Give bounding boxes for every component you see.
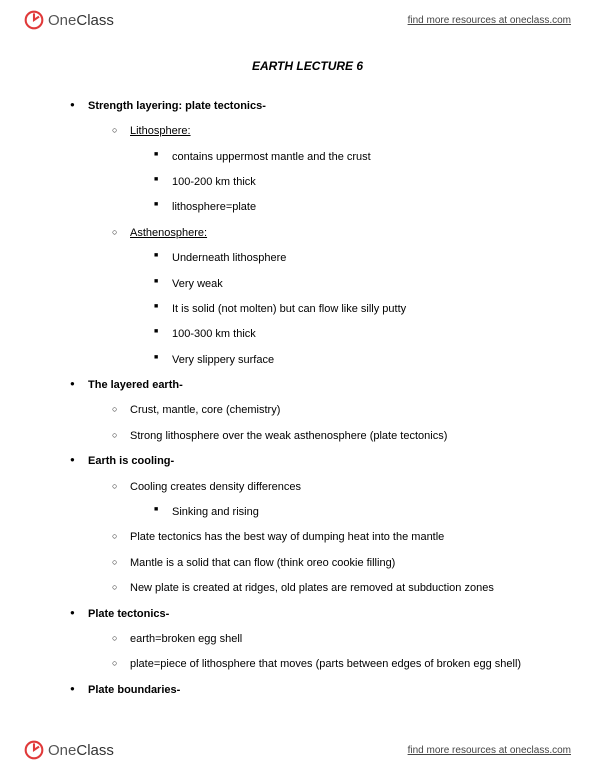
list-item: Strong lithosphere over the weak astheno…	[112, 429, 545, 444]
section: Strength layering: plate tectonics- Litho…	[70, 99, 545, 368]
brand-icon	[24, 740, 44, 760]
section: Earth is cooling- Cooling creates density…	[70, 454, 545, 596]
outline-root: Strength layering: plate tectonics- Litho…	[70, 99, 545, 698]
list-item: Plate tectonics has the best way of dump…	[112, 530, 545, 545]
header: OneClass find more resources at oneclass…	[0, 0, 595, 40]
section: Plate boundaries-	[70, 683, 545, 698]
list-item: Lithosphere: contains uppermost mantle an…	[112, 124, 545, 216]
logo[interactable]: OneClass	[24, 10, 114, 30]
list-item: It is solid (not molten) but can flow li…	[154, 302, 545, 317]
item-label: Crust, mantle, core (chemistry)	[130, 404, 280, 416]
item-label: Asthenosphere:	[130, 227, 207, 239]
section-items: earth=broken egg shell plate=piece of lit…	[112, 632, 545, 673]
resources-link-top[interactable]: find more resources at oneclass.com	[408, 15, 571, 26]
item-label: plate=piece of lithosphere that moves (p…	[130, 658, 521, 670]
section-heading: Plate boundaries-	[88, 684, 180, 696]
section: Plate tectonics-earth=broken egg shell pl…	[70, 607, 545, 673]
list-item: lithosphere=plate	[154, 200, 545, 215]
list-item: earth=broken egg shell	[112, 632, 545, 647]
page-title: EARTH LECTURE 6	[70, 58, 545, 75]
item-label: Mantle is a solid that can flow (think o…	[130, 557, 395, 569]
item-label: Cooling creates density differences	[130, 481, 301, 493]
resources-link-bottom[interactable]: find more resources at oneclass.com	[408, 745, 571, 756]
list-item: Cooling creates density differences Sinki…	[112, 480, 545, 521]
item-label: New plate is created at ridges, old plat…	[130, 582, 494, 594]
subitems: Sinking and rising	[154, 505, 545, 520]
section-items: Lithosphere: contains uppermost mantle an…	[112, 124, 545, 368]
item-label: earth=broken egg shell	[130, 633, 242, 645]
list-item: Underneath lithosphere	[154, 251, 545, 266]
section-heading: Plate tectonics-	[88, 608, 169, 620]
list-item: Very slippery surface	[154, 353, 545, 368]
list-item: Asthenosphere: Underneath lithosphere Very…	[112, 226, 545, 368]
list-item: Mantle is a solid that can flow (think o…	[112, 556, 545, 571]
section-items: Cooling creates density differences Sinki…	[112, 480, 545, 597]
subitems: Underneath lithosphere Very weak It is sol…	[154, 251, 545, 368]
section: The layered earth- Crust, mantle, core (c…	[70, 378, 545, 444]
list-item: 100-300 km thick	[154, 327, 545, 342]
section-heading: Earth is cooling-	[88, 455, 174, 467]
item-label: Strong lithosphere over the weak astheno…	[130, 430, 447, 442]
list-item: Very weak	[154, 277, 545, 292]
logo-footer[interactable]: OneClass	[24, 740, 114, 760]
subitems: contains uppermost mantle and the crust 1…	[154, 150, 545, 216]
brand-icon	[24, 10, 44, 30]
footer: OneClass find more resources at oneclass…	[0, 730, 595, 770]
document-content: EARTH LECTURE 6 Strength layering: plate…	[70, 58, 545, 708]
logo-text: OneClass	[48, 742, 114, 759]
list-item: 100-200 km thick	[154, 175, 545, 190]
list-item: New plate is created at ridges, old plat…	[112, 581, 545, 596]
list-item: contains uppermost mantle and the crust	[154, 150, 545, 165]
section-heading: Strength layering: plate tectonics-	[88, 100, 266, 112]
section-heading: The layered earth-	[88, 379, 183, 391]
list-item: plate=piece of lithosphere that moves (p…	[112, 657, 545, 672]
list-item: Sinking and rising	[154, 505, 545, 520]
item-label: Plate tectonics has the best way of dump…	[130, 531, 444, 543]
list-item: Crust, mantle, core (chemistry)	[112, 403, 545, 418]
section-items: Crust, mantle, core (chemistry) Strong li…	[112, 403, 545, 444]
logo-text: OneClass	[48, 12, 114, 29]
item-label: Lithosphere:	[130, 125, 191, 137]
